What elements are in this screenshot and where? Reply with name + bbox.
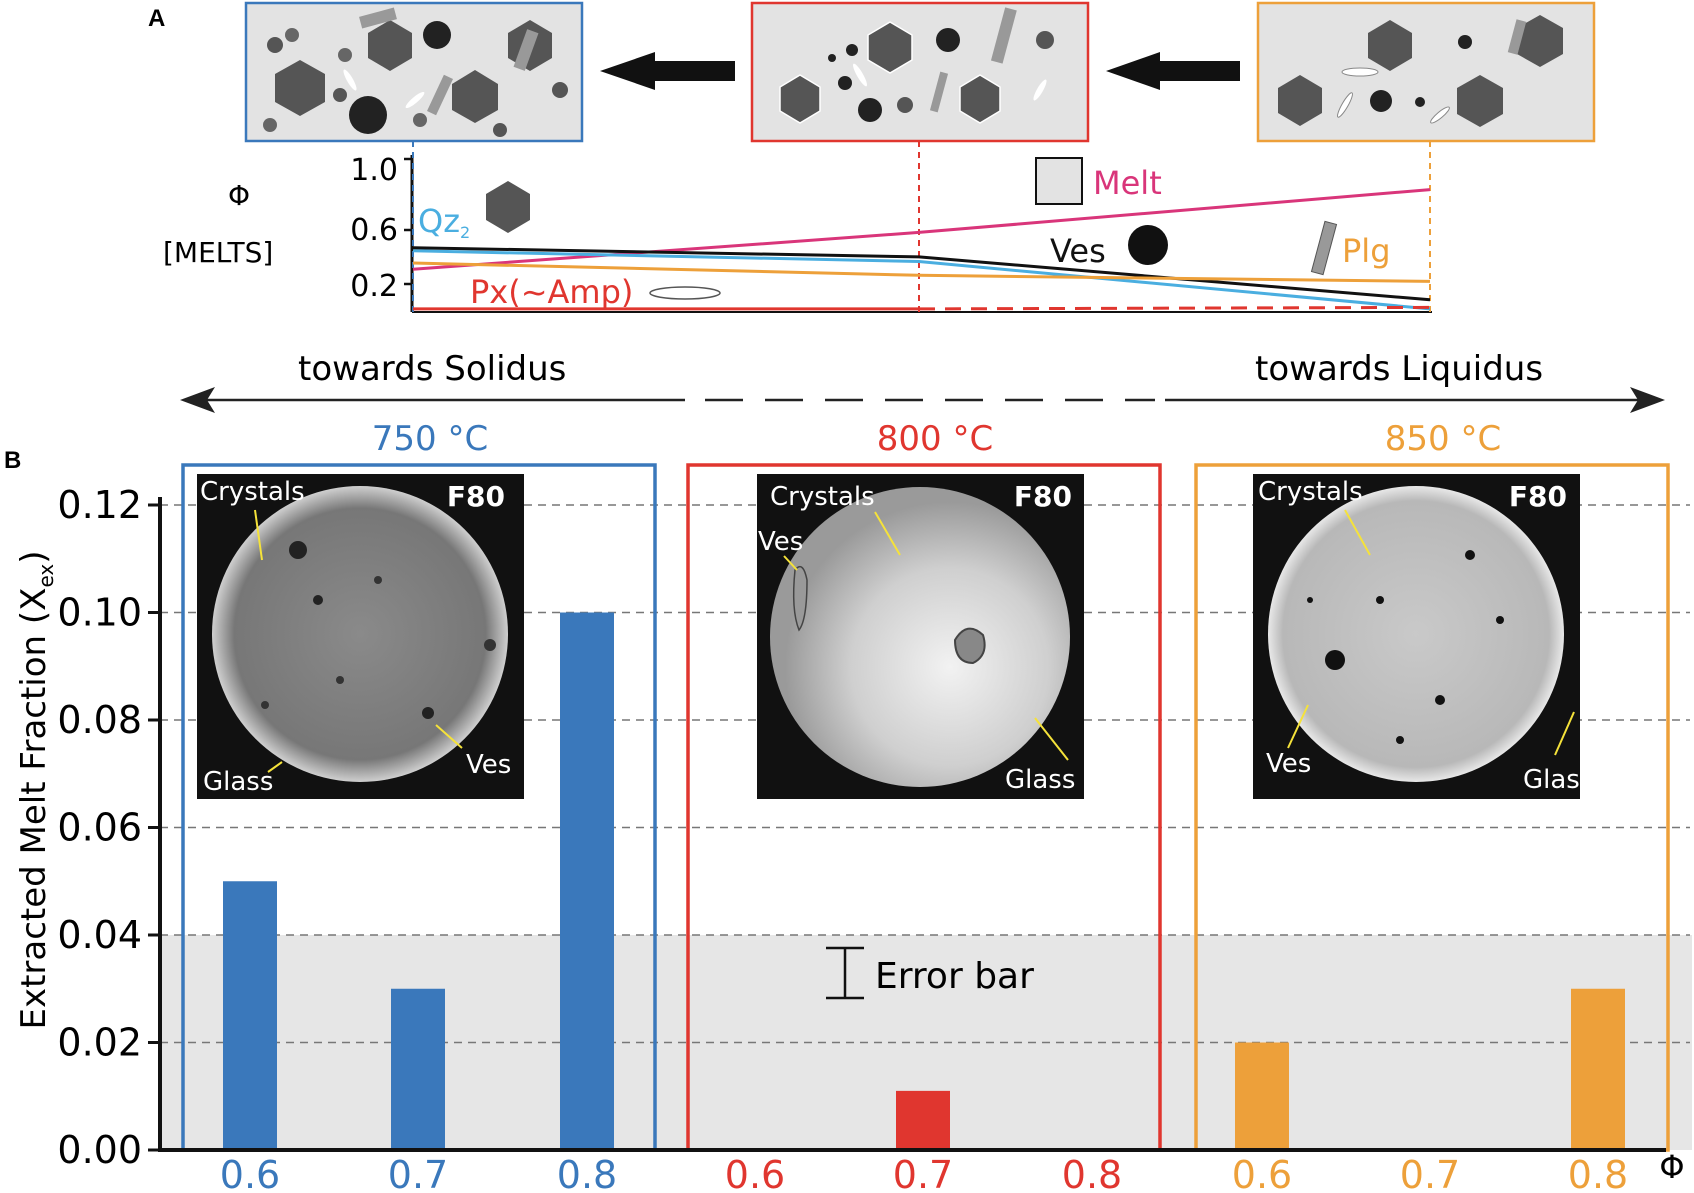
b-xtick-label: 0.8 <box>1568 1153 1628 1193</box>
b-xtick-label: 0.7 <box>893 1153 953 1193</box>
ct3-glass-label: Glass <box>1523 765 1593 795</box>
bar-0-1 <box>391 988 445 1150</box>
b-ytick-label: 0.06 <box>57 806 142 850</box>
b-xtick-label: 0.8 <box>557 1153 617 1193</box>
ct1-ves-label: Ves <box>466 750 511 780</box>
ct2-glass-label: Glass <box>1005 765 1075 795</box>
error-bar-label: Error bar <box>875 956 1034 997</box>
bar-2-2 <box>1571 988 1625 1150</box>
towards-liquidus-label: towards Liquidus <box>1255 349 1543 389</box>
b-xtick-label: 0.6 <box>220 1153 280 1193</box>
a-series-melt <box>412 188 1431 271</box>
ct-image-850: Crystals F80 Ves Glass <box>1253 474 1593 799</box>
plg-label: Plg <box>1342 232 1391 270</box>
ct1-id-label: F80 <box>447 480 505 513</box>
ct-image-750: Crystals F80 Glass Ves <box>197 474 524 799</box>
temp-label-800: 800 °C <box>877 419 993 459</box>
ct-image-800: Crystals F80 Ves Glass <box>757 474 1084 799</box>
schematic-box-850 <box>1256 1 1596 143</box>
b-ytick-label: 0.12 <box>57 483 142 527</box>
panel-a-lines <box>412 188 1431 311</box>
b-xtick-label: 0.6 <box>1232 1153 1292 1193</box>
ct3-crystals-label: Crystals <box>1258 477 1363 507</box>
b-ylabel: Extracted Melt Fraction (Xex) <box>14 550 58 1029</box>
ct1-crystals-label: Crystals <box>200 477 305 507</box>
ves-icon <box>1128 225 1168 265</box>
melt-swatch <box>1035 157 1083 205</box>
a-series-px-amp-dashed <box>918 305 1431 311</box>
towards-solidus-label: towards Solidus <box>298 349 566 389</box>
schematic-box-800 <box>750 1 1090 143</box>
melt-label: Melt <box>1093 164 1162 202</box>
phi-unit-label: [MELTS] <box>163 236 273 269</box>
a-ytick-1: 1.0 <box>350 153 398 188</box>
panel-b-letter: B <box>4 447 21 474</box>
b-xtick-label: 0.7 <box>1400 1153 1460 1193</box>
b-xlabel: Φ <box>1659 1148 1684 1186</box>
a-series-ves <box>412 246 1431 302</box>
ct1-glass-label: Glass <box>203 767 273 797</box>
ct3-ves-label: Ves <box>1266 749 1311 779</box>
a-series-plg <box>412 261 1431 283</box>
ct2-id-label: F80 <box>1014 480 1072 513</box>
ct2-crystals-label: Crystals <box>770 482 875 512</box>
ves-label: Ves <box>1050 232 1106 270</box>
a-ytick-3: 0.2 <box>350 269 398 304</box>
ct2-ves-label: Ves <box>758 527 803 557</box>
a-series-qz <box>412 249 1431 311</box>
b-ytick-label: 0.10 <box>57 591 142 635</box>
px-label: Px(~Amp) <box>470 273 633 311</box>
b-xtick-label: 0.7 <box>388 1153 448 1193</box>
b-ytick-label: 0.08 <box>57 698 142 742</box>
bar-0-2 <box>560 612 614 1150</box>
temp-label-850: 850 °C <box>1385 419 1501 459</box>
arrow-left-2 <box>1106 52 1240 90</box>
b-ytick-label: 0.00 <box>57 1128 142 1172</box>
bar-2-0 <box>1235 1042 1289 1150</box>
b-axis: 0.00 0.02 0.04 0.06 0.08 0.10 0.12 0.6 0.7 0.8 0.6… <box>57 483 1684 1193</box>
a-ytick-2: 0.6 <box>350 213 398 248</box>
b-bars <box>223 612 1625 1150</box>
b-ytick-label: 0.02 <box>57 1021 142 1065</box>
phi-symbol: Φ <box>228 179 250 212</box>
b-xtick-label: 0.8 <box>1062 1153 1122 1193</box>
b-xtick-label: 0.6 <box>725 1153 785 1193</box>
error-bar-legend <box>826 946 864 1000</box>
temp-label-750: 750 °C <box>372 419 488 459</box>
plg-icon <box>1310 220 1338 276</box>
ct3-id-label: F80 <box>1509 480 1567 513</box>
arrow-left-1 <box>600 52 735 90</box>
bar-1-1 <box>896 1090 950 1150</box>
qz-icon <box>486 181 530 233</box>
px-icon <box>649 286 721 300</box>
schematic-box-750 <box>244 1 584 143</box>
direction-arrow <box>180 387 1665 413</box>
panel-a-letter: A <box>148 5 165 32</box>
qz-label: Qz2 <box>418 202 470 242</box>
bar-0-0 <box>223 881 277 1150</box>
b-ytick-label: 0.04 <box>57 913 142 957</box>
